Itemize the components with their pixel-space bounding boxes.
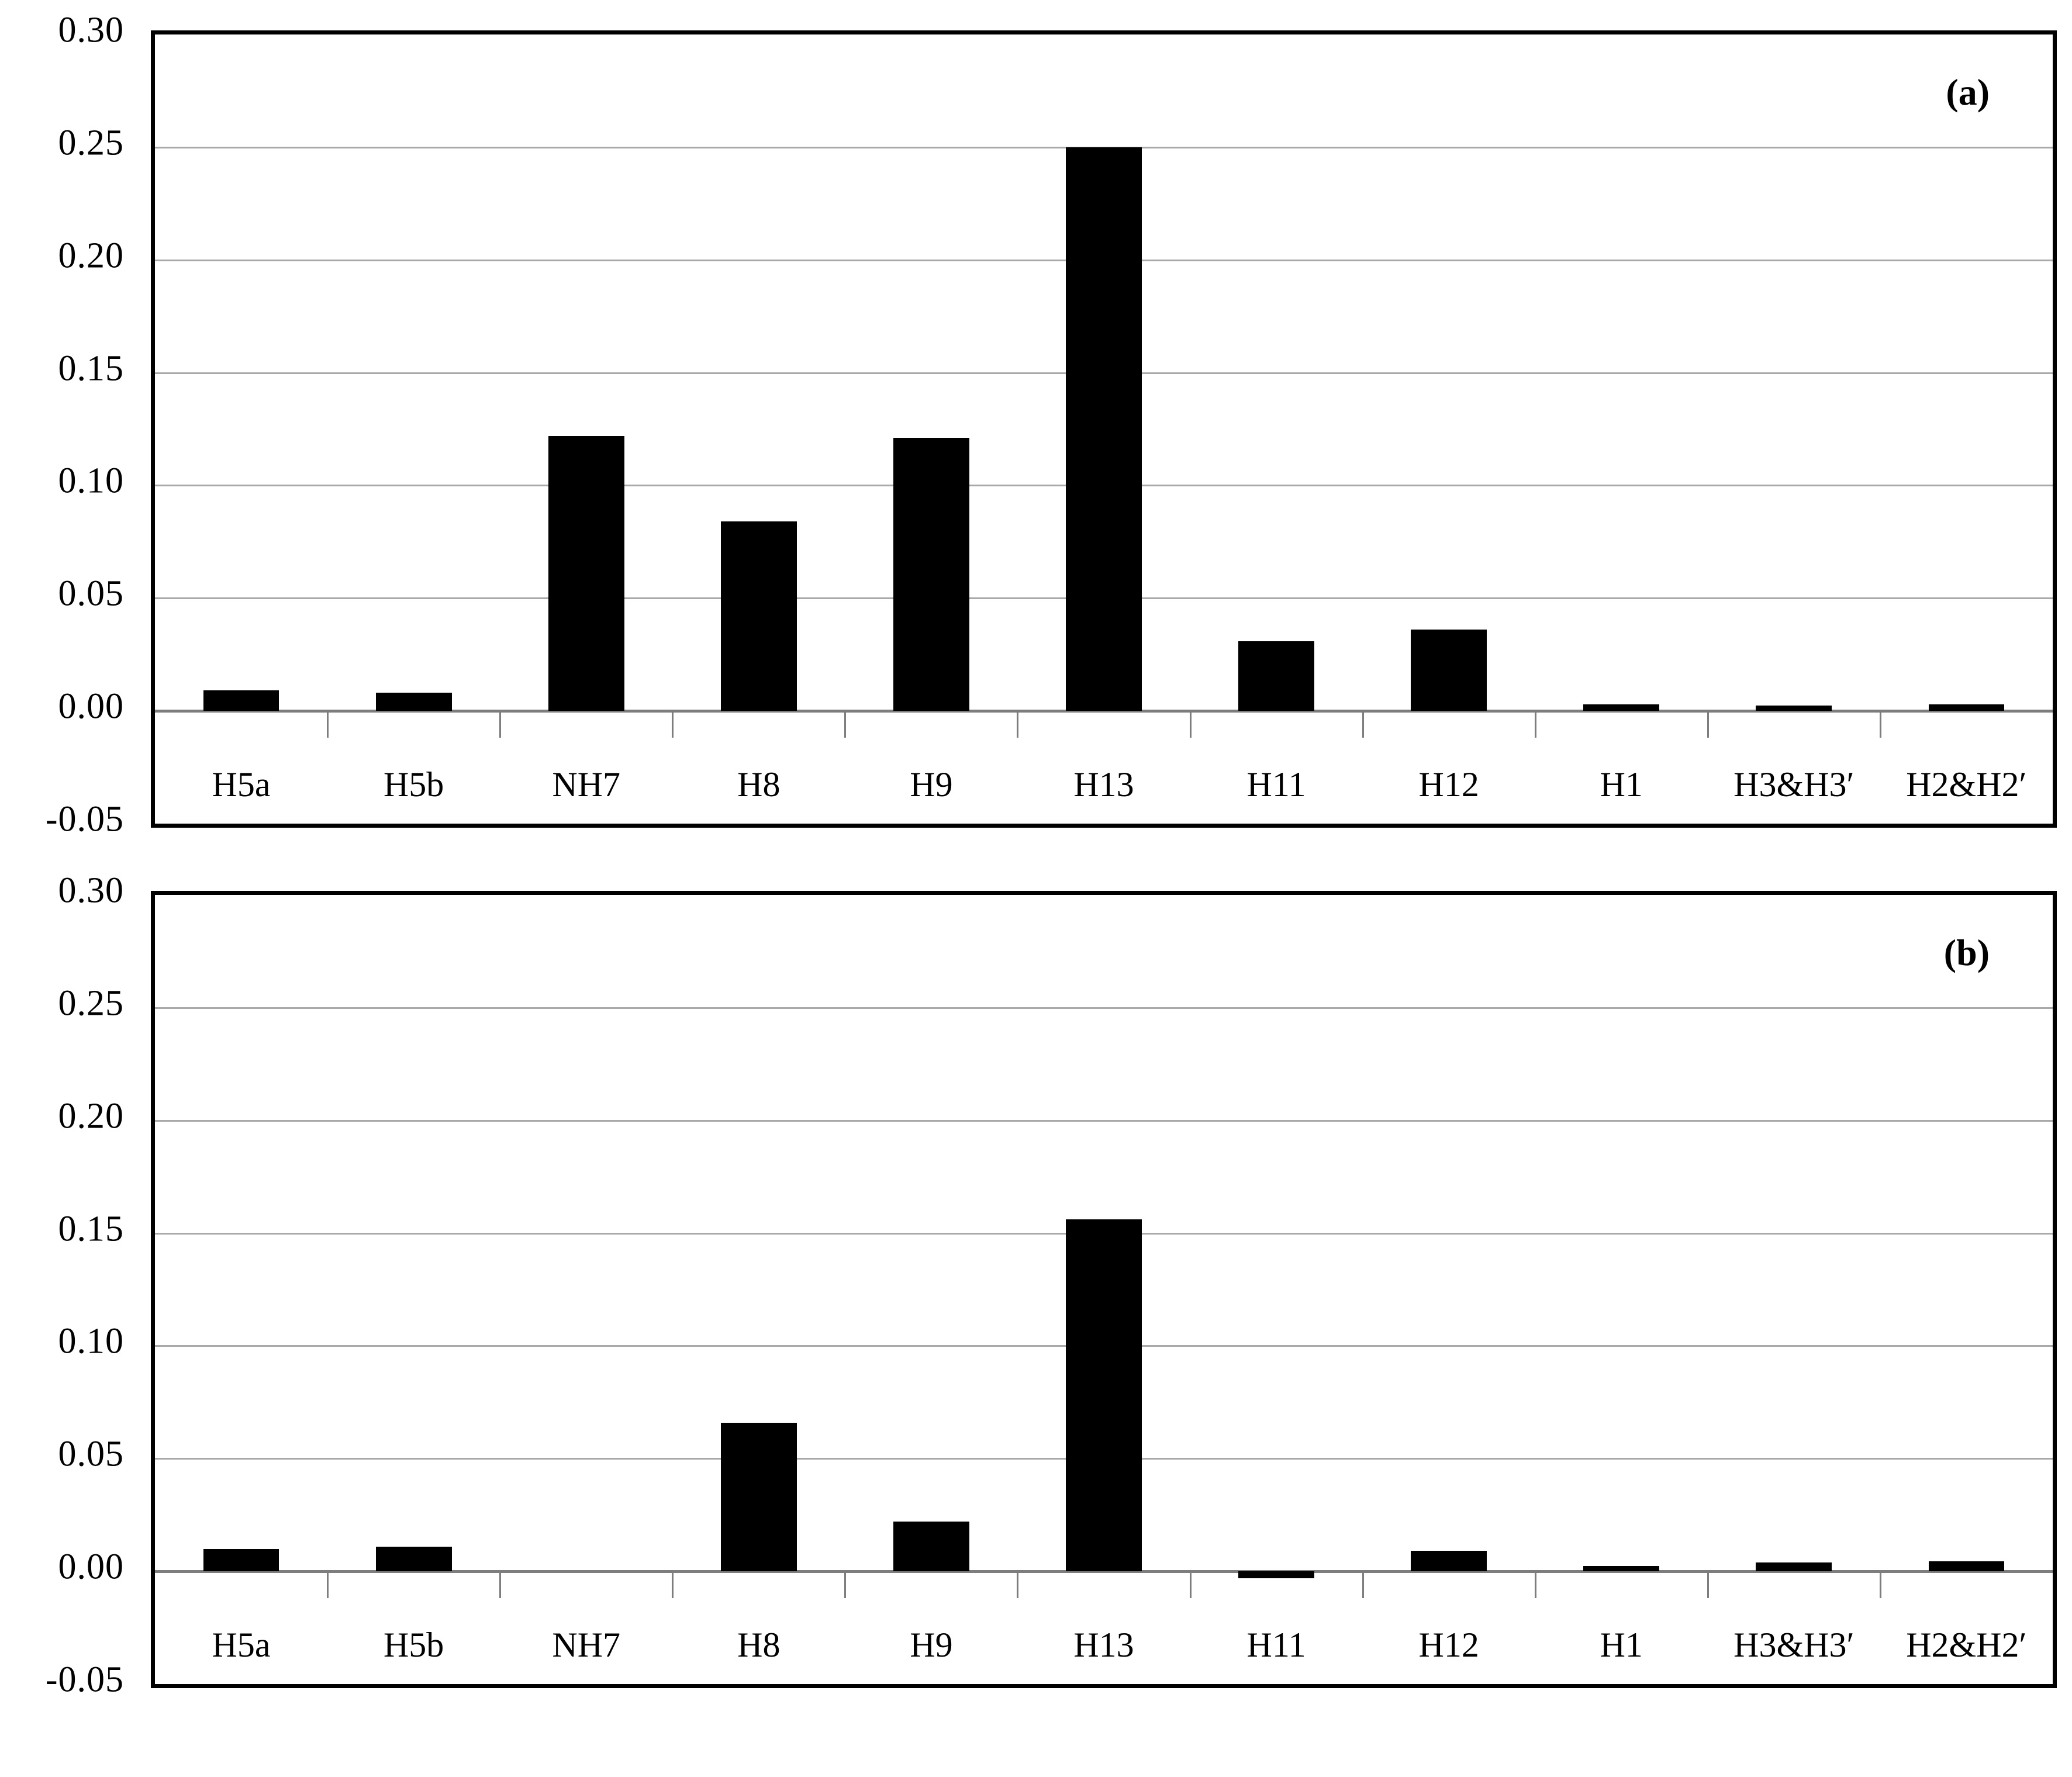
bar-H5b	[375, 693, 452, 711]
category-label-H9: H9	[910, 765, 953, 804]
bar-H9	[893, 1522, 969, 1572]
category-label-H2&H2′: H2&H2′	[1906, 765, 2027, 804]
x-axis-tick	[1017, 1571, 1019, 1599]
category-label-H5a: H5a	[212, 765, 271, 804]
bar-H9	[893, 438, 969, 711]
bar-H2&H2′	[1928, 1561, 2005, 1572]
x-axis-tick	[1534, 711, 1536, 738]
x-axis-tick	[672, 711, 674, 738]
category-label-H1: H1	[1600, 1626, 1643, 1665]
y-tick-label--0.05: -0.05	[45, 799, 124, 839]
bar-NH7	[548, 435, 624, 711]
bar-H3&H3′	[1756, 705, 1832, 711]
x-axis-tick	[1879, 711, 1881, 738]
x-axis-tick	[1707, 711, 1709, 738]
x-axis-tick	[1707, 1571, 1709, 1599]
y-tick-label-0.20: 0.20	[58, 236, 124, 276]
category-label-H5a: H5a	[212, 1626, 271, 1665]
y-tick-label-0.15: 0.15	[58, 348, 124, 389]
y-tick-label-0.15: 0.15	[58, 1209, 124, 1249]
bar-H12	[1411, 630, 1487, 711]
category-label-H13: H13	[1073, 765, 1134, 804]
category-label-NH7: NH7	[552, 1626, 621, 1665]
x-axis-tick	[327, 1571, 329, 1599]
bar-H1	[1583, 1565, 1660, 1572]
category-label-H12: H12	[1418, 765, 1479, 804]
bar-H12	[1411, 1551, 1487, 1572]
bar-H13	[1066, 1219, 1142, 1572]
category-label-NH7: NH7	[552, 765, 621, 804]
panel-label-a: (a)	[1946, 71, 1990, 113]
category-label-H8: H8	[737, 1626, 781, 1665]
y-tick-label-0.30: 0.30	[58, 870, 124, 911]
x-axis-tick	[672, 1571, 674, 1599]
category-label-H3&H3′: H3&H3′	[1733, 1626, 1855, 1665]
bar-H8	[720, 521, 797, 711]
y-tick-label--0.05: -0.05	[45, 1660, 124, 1700]
x-axis-tick	[1017, 711, 1019, 738]
bar-H1	[1583, 704, 1660, 711]
bar-H11	[1238, 641, 1314, 711]
x-axis-tick	[1534, 1571, 1536, 1599]
bar-H5a	[203, 690, 279, 711]
x-axis-tick	[499, 1571, 502, 1599]
y-tick-label-0.05: 0.05	[58, 573, 124, 614]
x-axis-tick	[1362, 711, 1364, 738]
x-axis-tick	[499, 711, 502, 738]
x-axis-tick	[1189, 711, 1192, 738]
bar-H2&H2′	[1928, 704, 2005, 711]
category-label-H2&H2′: H2&H2′	[1906, 1626, 2027, 1665]
x-axis-tick	[1879, 1571, 1881, 1599]
y-tick-label-0.25: 0.25	[58, 123, 124, 163]
category-label-H5b: H5b	[383, 1626, 444, 1665]
x-axis-tick	[327, 711, 329, 738]
category-label-H12: H12	[1418, 1626, 1479, 1665]
bar-H5a	[203, 1548, 279, 1572]
y-tick-label-0.30: 0.30	[58, 10, 124, 50]
plot-area-b: (b) H5a H5b NH7 H8 H9 H13 H11 H12 H1 H3&H3′ H2&H2′	[151, 891, 2057, 1688]
bar-H5b	[375, 1546, 452, 1572]
bar-H8	[720, 1422, 797, 1572]
category-label-H1: H1	[1600, 765, 1643, 804]
bar-H13	[1066, 147, 1142, 711]
bar-H3&H3′	[1756, 1562, 1832, 1572]
panel-a: 0.30 0.25 0.20 0.15 0.10 0.05 0.00 -0.05 (a) H5…	[0, 11, 2072, 890]
y-tick-label-0.10: 0.10	[58, 1321, 124, 1361]
category-label-H11: H11	[1246, 1626, 1306, 1665]
y-axis-labels-b: 0.30 0.25 0.20 0.15 0.10 0.05 0.00 -0.05	[0, 871, 139, 1700]
category-label-H3&H3′: H3&H3′	[1733, 765, 1855, 804]
gridline-0.25	[155, 1007, 2053, 1009]
category-label-H5b: H5b	[383, 765, 444, 804]
x-axis-tick	[844, 1571, 847, 1599]
y-tick-label-0.10: 0.10	[58, 461, 124, 501]
y-tick-label-0.05: 0.05	[58, 1434, 124, 1474]
category-label-H13: H13	[1073, 1626, 1134, 1665]
y-axis-labels-a: 0.30 0.25 0.20 0.15 0.10 0.05 0.00 -0.05	[0, 11, 139, 839]
zero-axis-line	[155, 1570, 2053, 1574]
bar-H11	[1238, 1571, 1314, 1578]
panel-label-b: (b)	[1943, 932, 1990, 973]
category-label-H11: H11	[1246, 765, 1306, 804]
y-tick-label-0.00: 0.00	[58, 686, 124, 727]
gridline-0.20	[155, 1119, 2053, 1122]
plot-area-a: (a) H5a H5b NH7 H8 H9 H13 H11 H12 H1 H3&H3′ H2&H2′	[151, 30, 2057, 828]
x-axis-tick	[844, 711, 847, 738]
x-axis-tick	[1189, 1571, 1192, 1599]
y-tick-label-0.25: 0.25	[58, 983, 124, 1024]
category-label-H8: H8	[737, 765, 781, 804]
category-label-H9: H9	[910, 1626, 953, 1665]
x-axis-tick	[1362, 1571, 1364, 1599]
zero-axis-line	[155, 710, 2053, 713]
panel-b: 0.30 0.25 0.20 0.15 0.10 0.05 0.00 -0.05 (b) H5…	[0, 871, 2072, 1750]
y-tick-label-0.20: 0.20	[58, 1096, 124, 1136]
y-tick-label-0.00: 0.00	[58, 1547, 124, 1587]
